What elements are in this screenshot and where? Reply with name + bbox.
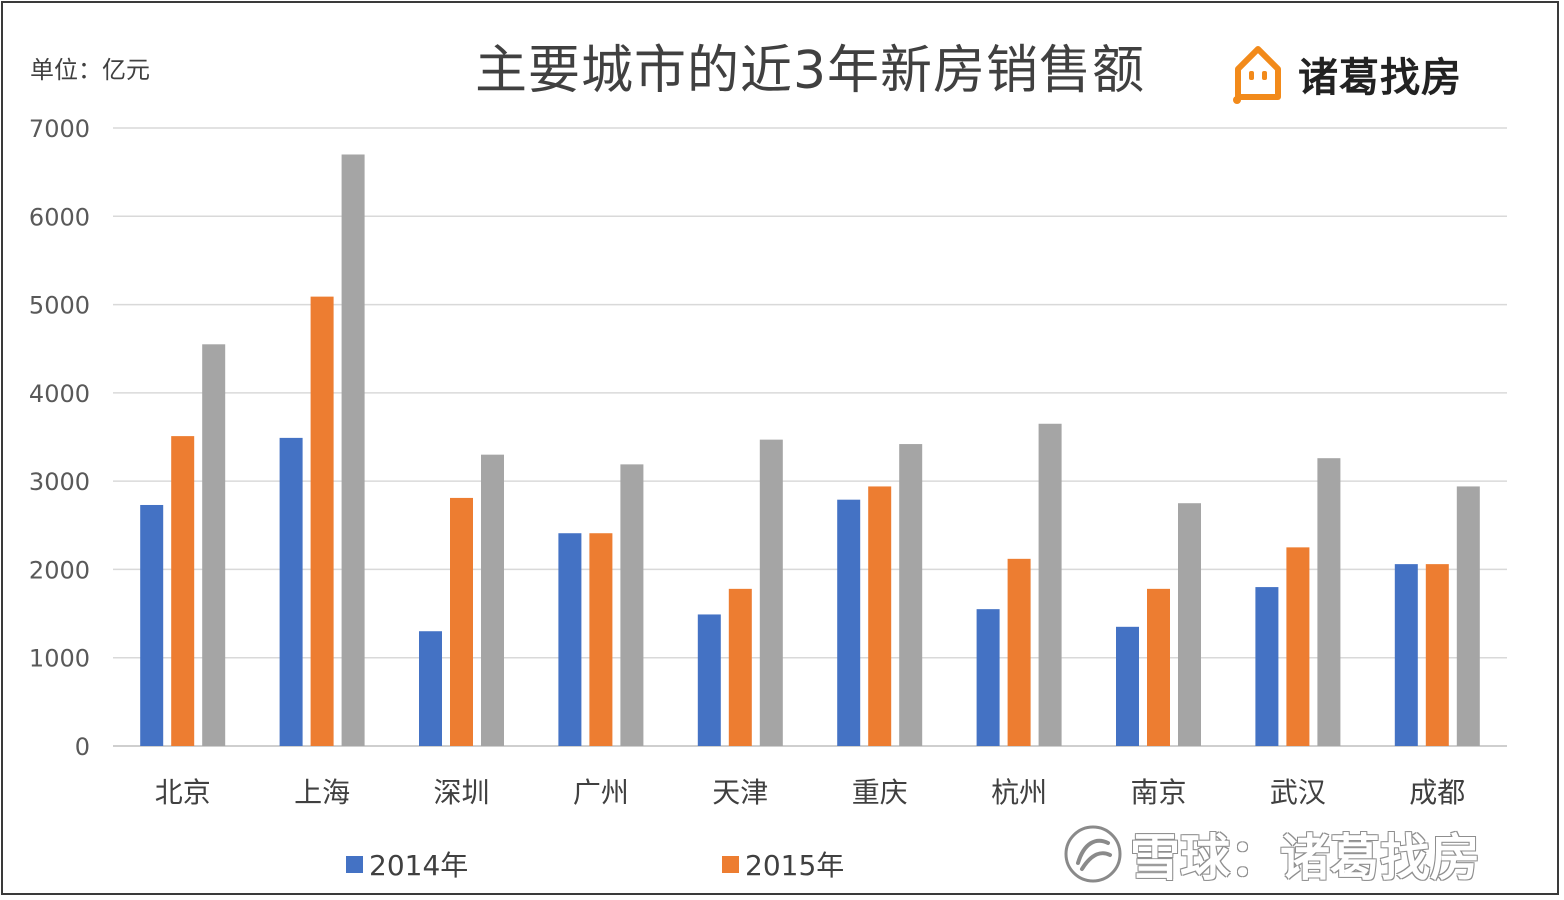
bar-3-天津 (759, 439, 783, 746)
logo-text: 诸葛找房 (1298, 55, 1462, 101)
bar-2-成都 (1425, 564, 1449, 746)
x-tick-label: 广州 (573, 776, 629, 809)
bar-2-上海 (310, 296, 334, 746)
bar-3-杭州 (1038, 423, 1062, 746)
bar-3-深圳 (481, 454, 504, 746)
bar-3-北京 (202, 344, 226, 746)
bar-2-广州 (589, 533, 613, 746)
bar-1-北京 (140, 504, 164, 746)
legend-swatch-2015 (722, 855, 739, 873)
x-tick-label: 上海 (294, 776, 350, 809)
x-tick-label: 武汉 (1270, 776, 1326, 809)
bar-1-南京 (1116, 626, 1139, 746)
bar-1-天津 (697, 614, 721, 746)
bar-1-重庆 (837, 499, 861, 746)
bar-2-重庆 (868, 486, 892, 746)
bar-1-武汉 (1255, 587, 1279, 746)
bar-3-重庆 (899, 444, 923, 746)
bar-3-武汉 (1317, 458, 1341, 746)
legend-label-2014: 2014年 (369, 849, 469, 882)
x-tick-label: 深圳 (433, 776, 489, 809)
x-tick-label: 天津 (712, 776, 768, 809)
legend-item-2015: 2015年 (722, 844, 844, 884)
bar-1-广州 (558, 533, 582, 746)
bar-1-上海 (279, 437, 303, 746)
y-tick-label: 2000 (29, 556, 90, 584)
bar-2-北京 (171, 436, 195, 746)
bar-1-成都 (1394, 564, 1418, 746)
bar-2-杭州 (1007, 558, 1031, 746)
watermark: 雪球：诸葛找房 (1062, 818, 1480, 890)
bar-3-南京 (1178, 503, 1201, 746)
snowball-logo-icon (1064, 825, 1122, 883)
brand-logo: 诸葛找房 (1232, 42, 1462, 106)
y-tick-label: 0 (75, 733, 90, 761)
house-face-icon (1233, 46, 1281, 104)
y-tick-label: 7000 (29, 115, 90, 143)
y-tick-label: 4000 (29, 380, 90, 408)
legend-item-2014: 2014年 (346, 844, 468, 884)
x-tick-label: 北京 (155, 776, 211, 809)
unit-label: 单位：亿元 (30, 56, 150, 84)
y-tick-label: 3000 (29, 468, 90, 496)
bar-3-广州 (620, 464, 644, 746)
y-tick-label: 5000 (29, 292, 90, 320)
legend-swatch-2014 (346, 855, 363, 873)
legend-label-2015: 2015年 (745, 849, 845, 882)
bar-2-深圳 (450, 497, 473, 746)
y-tick-label: 1000 (29, 645, 90, 673)
x-tick-label: 重庆 (852, 776, 908, 809)
y-tick-label: 6000 (29, 203, 90, 231)
chart-title: 主要城市的近3年新房销售额 (474, 41, 1146, 101)
x-tick-label: 成都 (1409, 776, 1465, 809)
x-tick-label: 南京 (1130, 776, 1186, 809)
bar-1-杭州 (976, 609, 1000, 746)
watermark-text: 雪球：诸葛找房 (1130, 829, 1480, 887)
x-tick-label: 杭州 (991, 776, 1047, 809)
bar-3-上海 (341, 154, 365, 746)
bar-2-天津 (728, 588, 752, 746)
bar-2-南京 (1147, 588, 1170, 746)
bar-2-武汉 (1286, 547, 1310, 746)
bar-3-成都 (1456, 486, 1480, 746)
bar-1-深圳 (419, 631, 442, 746)
